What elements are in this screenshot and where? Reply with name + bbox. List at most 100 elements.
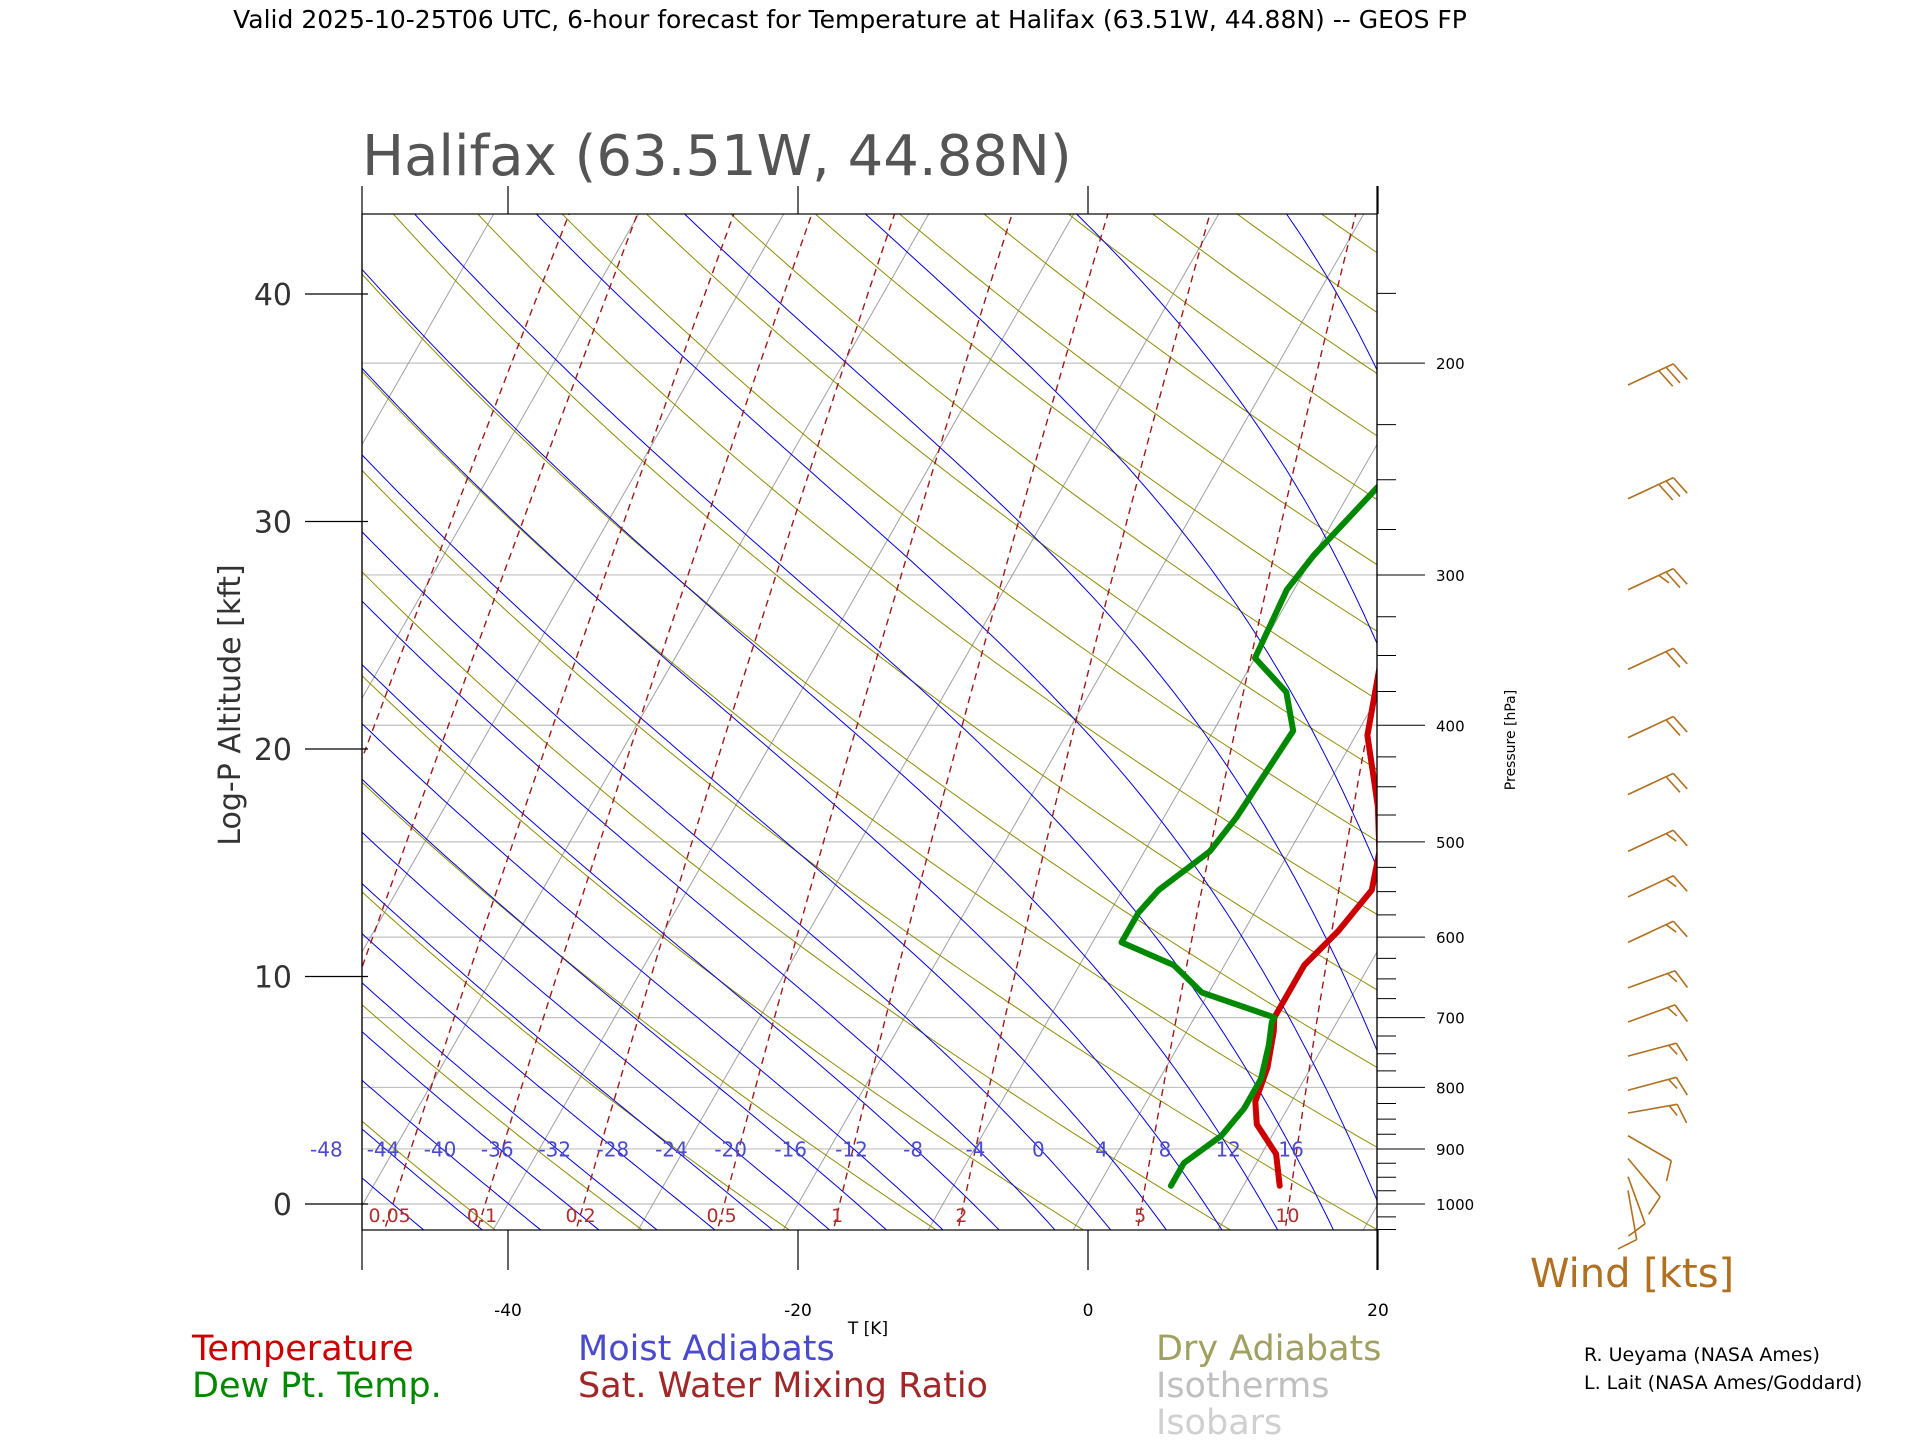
- wind-barb-feather: [1659, 575, 1669, 582]
- mixing-ratio-label: 0.1: [467, 1205, 497, 1227]
- moist-adiabat-label: -40: [424, 1137, 457, 1161]
- wind-barb-feather: [1669, 1106, 1677, 1116]
- dry-adiabat-line: [0, 158, 669, 1250]
- pressure-tick-label: 500: [1436, 834, 1465, 852]
- wind-barb-feather: [1669, 1079, 1678, 1088]
- wind-barb: [1628, 830, 1687, 851]
- mixing-ratio-label: 2: [955, 1205, 967, 1227]
- legend-dry-adiabats: Dry Adiabats: [1156, 1330, 1382, 1368]
- mixing-ratio-line: [1845, 158, 1920, 1250]
- pressure-tick-label: 400: [1436, 717, 1465, 735]
- moist-adiabat-line: [0, 328, 681, 1249]
- legend-dewpoint: Dew Pt. Temp.: [192, 1367, 442, 1405]
- dry-adiabat-line: [180, 158, 1561, 1250]
- wind-barb: [1628, 569, 1687, 590]
- moist-adiabat-label: 8: [1159, 1137, 1172, 1161]
- wind-barb: [1628, 648, 1687, 669]
- dry-adiabat-line: [0, 158, 372, 1250]
- mixing-ratio-label: 1: [831, 1205, 843, 1227]
- mixing-ratio-line: [570, 158, 913, 1250]
- x-axis-label: T [K]: [847, 1319, 888, 1339]
- moist-adiabat-label: 0: [1032, 1137, 1045, 1161]
- isotherm-line: [1642, 158, 1920, 1250]
- moist-adiabat-label: -24: [655, 1137, 688, 1161]
- moist-adiabat-label: -44: [367, 1137, 400, 1161]
- wind-barb-feather: [1675, 971, 1687, 988]
- dry-adiabat-line: [1653, 158, 1920, 1250]
- dry-adiabat-line: [1244, 158, 1920, 1250]
- pressure-tick-label: 700: [1436, 1010, 1465, 1028]
- isotherm-line: [0, 158, 91, 1250]
- legend-mixing-ratio: Sat. Water Mixing Ratio: [578, 1367, 988, 1405]
- wind-barb-feather: [1667, 1008, 1676, 1016]
- wind-barb: [1628, 1005, 1687, 1022]
- moist-adiabat-label: -4: [965, 1137, 985, 1161]
- y-tick-label: 10: [254, 961, 292, 996]
- moist-adiabat-label: -28: [596, 1137, 629, 1161]
- dry-adiabat-line: [1571, 158, 1920, 1250]
- mixing-ratio-line: [264, 158, 659, 1250]
- isobar-lines: [362, 363, 1377, 1204]
- plot-frame: [362, 214, 1377, 1230]
- y-tick-label: 20: [254, 733, 292, 768]
- moist-adiabat-line: [0, 425, 506, 1250]
- moist-adiabat-label: 16: [1278, 1137, 1303, 1161]
- credit-line-2: L. Lait (NASA Ames/Goddard): [1584, 1371, 1862, 1395]
- mixing-ratio-line: [1667, 158, 1788, 1250]
- wind-barb-feather: [1628, 1224, 1645, 1236]
- dry-adiabat-line: [1407, 158, 1920, 1250]
- wind-barb-feather: [1666, 925, 1676, 932]
- wind-barb-feather: [1676, 1077, 1687, 1095]
- wind-barb: [1618, 1190, 1637, 1249]
- dry-adiabat-line: [1325, 158, 1920, 1250]
- isotherm-line: [772, 158, 1396, 1250]
- dry-adiabat-line: [916, 158, 1920, 1250]
- wind-barb-feather: [1673, 876, 1687, 892]
- x-tick-label: -20: [784, 1301, 812, 1321]
- mixing-ratio-line: [378, 158, 754, 1250]
- dry-adiabat-line: [0, 158, 818, 1250]
- dry-adiabat-line: [1080, 158, 1920, 1250]
- legend-moist-adiabats: Moist Adiabats: [578, 1330, 835, 1368]
- dry-adiabat-line: [1162, 158, 1920, 1250]
- pressure-axis-label: Pressure [hPa]: [1503, 690, 1519, 790]
- moist-adiabat-label: -8: [903, 1137, 923, 1161]
- isotherm-line: [337, 158, 961, 1250]
- y-tick-label: 40: [254, 278, 292, 313]
- legend-temperature: Temperature: [192, 1330, 414, 1368]
- wind-barb-feather: [1677, 1104, 1686, 1123]
- x-tick-label: 0: [1083, 1301, 1094, 1321]
- dry-adiabat-line: [98, 158, 1412, 1250]
- mixing-ratio-label: 0.05: [368, 1205, 410, 1227]
- dry-adiabat-line: [262, 158, 1710, 1250]
- isotherm-line: [47, 158, 671, 1250]
- wind-barb-staff: [1628, 1177, 1645, 1224]
- moist-adiabat-label: -32: [538, 1137, 571, 1161]
- wind-barb: [1628, 716, 1687, 737]
- isotherm-line: [0, 158, 526, 1250]
- moist-adiabat-line: [0, 158, 1072, 1250]
- dry-adiabat-line: [1489, 158, 1920, 1250]
- dry-adiabat-line: [753, 158, 1920, 1250]
- wind-barb: [1628, 1043, 1687, 1061]
- x-tick-label: -40: [494, 1301, 522, 1321]
- pressure-tick-label: 1000: [1436, 1196, 1474, 1214]
- legend-isotherms: Isotherms: [1156, 1367, 1330, 1405]
- wind-barb: [1628, 478, 1687, 500]
- wind-barb: [1628, 971, 1687, 988]
- mixing-ratio-label: 10: [1275, 1205, 1299, 1227]
- moist-adiabat-line: [50, 158, 1127, 1250]
- wind-barb: [1628, 1136, 1671, 1181]
- moist-adiabat-line: [0, 197, 908, 1249]
- chart-title: Halifax (63.51W, 44.88N): [362, 124, 1072, 189]
- wind-barb-feather: [1675, 1005, 1687, 1022]
- isotherm-line: [482, 158, 1106, 1250]
- wind-barb-feather: [1676, 1043, 1687, 1061]
- temperature-line: [1255, 221, 1896, 1186]
- wind-barb-feather: [1666, 834, 1676, 841]
- mixing-ratio-lines: [183, 158, 1920, 1250]
- wind-barb: [1628, 1077, 1687, 1095]
- moist-adiabat-line: [0, 362, 623, 1249]
- isotherm-line: [0, 158, 236, 1250]
